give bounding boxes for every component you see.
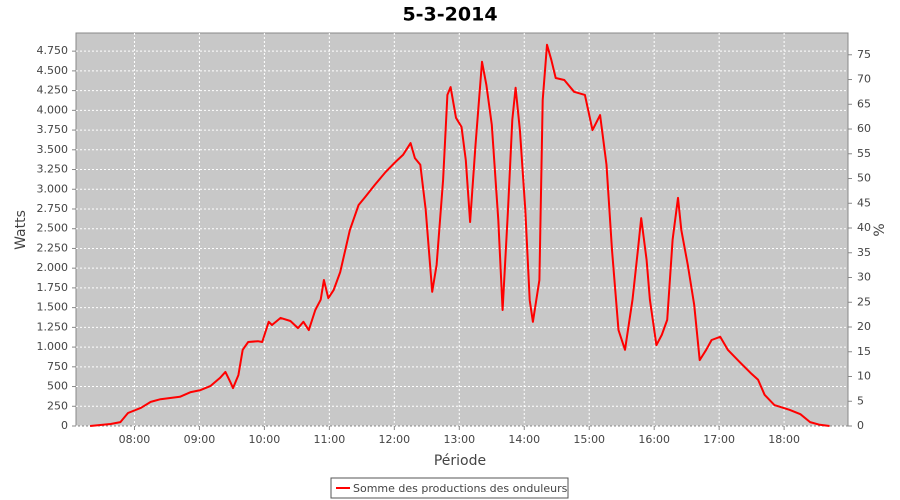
x-tick-label: 17:00 xyxy=(703,433,735,446)
y-tick-label: 750 xyxy=(47,360,68,373)
y2-tick-label: 65 xyxy=(857,97,871,110)
y2-tick-label: 5 xyxy=(857,394,864,407)
y-tick-label: 0 xyxy=(61,419,68,432)
x-tick-label: 16:00 xyxy=(638,433,670,446)
x-tick-label: 18:00 xyxy=(768,433,800,446)
y2-tick-label: 40 xyxy=(857,221,871,234)
y2-tick-label: 25 xyxy=(857,295,871,308)
y-tick-label: 2.000 xyxy=(37,261,69,274)
y-tick-label: 1.000 xyxy=(37,340,69,353)
y-tick-label: 250 xyxy=(47,399,68,412)
y-axis-label: Watts xyxy=(13,210,29,250)
x-tick-label: 09:00 xyxy=(184,433,216,446)
y-tick-label: 4.000 xyxy=(37,103,69,116)
x-tick-label: 08:00 xyxy=(119,433,151,446)
y2-tick-label: 75 xyxy=(857,48,871,61)
y2-tick-label: 55 xyxy=(857,147,871,160)
y2-tick-label: 70 xyxy=(857,73,871,86)
y2-tick-label: 20 xyxy=(857,320,871,333)
legend-label: Somme des productions des onduleurs xyxy=(353,482,568,495)
y-tick-label: 4.500 xyxy=(37,64,69,77)
y-tick-label: 2.750 xyxy=(37,202,69,215)
x-tick-label: 12:00 xyxy=(378,433,410,446)
x-tick-label: 14:00 xyxy=(508,433,540,446)
y2-tick-label: 0 xyxy=(857,419,864,432)
y-tick-label: 3.000 xyxy=(37,182,69,195)
y2-axis-label: % xyxy=(872,223,888,236)
y-tick-label: 4.250 xyxy=(37,84,69,97)
x-tick-label: 13:00 xyxy=(443,433,475,446)
y-tick-label: 500 xyxy=(47,380,68,393)
y2-tick-label: 10 xyxy=(857,370,871,383)
x-tick-label: 11:00 xyxy=(314,433,346,446)
y-tick-label: 3.250 xyxy=(37,163,69,176)
y2-tick-label: 50 xyxy=(857,172,871,185)
y2-tick-label: 35 xyxy=(857,246,871,259)
y-tick-label: 2.250 xyxy=(37,241,69,254)
y2-tick-label: 60 xyxy=(857,122,871,135)
y-tick-label: 1.750 xyxy=(37,281,69,294)
line-series xyxy=(90,43,830,427)
y2-tick-label: 30 xyxy=(857,271,871,284)
y-tick-label: 1.250 xyxy=(37,320,69,333)
x-axis-label: Période xyxy=(434,453,486,469)
y2-tick-label: 15 xyxy=(857,345,871,358)
x-tick-label: 15:00 xyxy=(573,433,605,446)
y-tick-label: 3.750 xyxy=(37,123,69,136)
y-tick-label: 4.750 xyxy=(37,44,69,57)
y2-tick-label: 45 xyxy=(857,196,871,209)
legend-box xyxy=(330,477,569,499)
x-tick-label: 10:00 xyxy=(249,433,281,446)
chart-title: 5-3-2014 xyxy=(402,4,497,26)
legend: Somme des productions des onduleurs xyxy=(330,477,569,499)
y-tick-label: 2.500 xyxy=(37,222,69,235)
y-tick-label: 1.500 xyxy=(37,301,69,314)
y-tick-label: 3.500 xyxy=(37,143,69,156)
